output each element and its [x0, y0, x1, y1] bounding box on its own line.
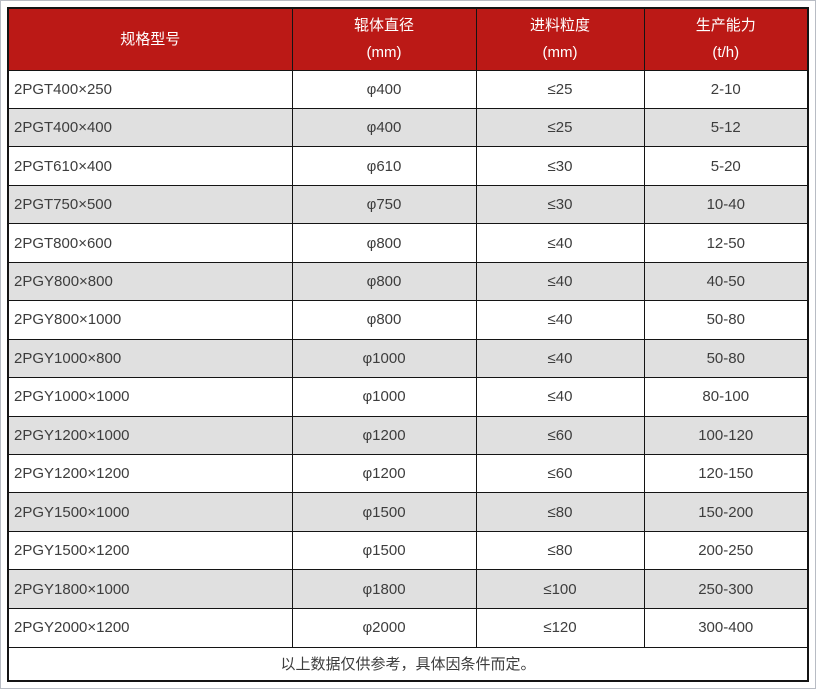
- table-row: 2PGY1200×1000 φ1200 ≤60 100-120: [7, 415, 809, 456]
- value-cell: φ1000: [291, 377, 477, 417]
- value-cell: ≤60: [475, 454, 645, 494]
- value-cell: ≤40: [475, 261, 645, 302]
- value-cell: ≤120: [475, 607, 645, 648]
- value-cell: ≤40: [475, 377, 645, 417]
- model-cell: 2PGY1000×800: [7, 338, 293, 379]
- value-cell: ≤40: [475, 338, 645, 379]
- model-cell: 2PGT400×250: [7, 69, 293, 109]
- model-cell: 2PGY1200×1000: [7, 415, 293, 456]
- model-cell: 2PGY1500×1200: [7, 530, 293, 571]
- value-cell: 5-20: [643, 146, 809, 186]
- header-row: 规格型号 辊体直径 (mm) 进料粒度 (mm) 生产能力 (t/h): [7, 7, 809, 71]
- table-row: 2PGT750×500 φ750 ≤30 10-40: [7, 184, 809, 225]
- header-label: 进料粒度: [529, 17, 590, 35]
- value-cell: 80-100: [643, 377, 809, 417]
- value-cell: φ1500: [291, 530, 477, 571]
- value-cell: φ1200: [291, 454, 477, 494]
- header-cell: 规格型号: [7, 7, 293, 71]
- value-cell: ≤80: [475, 492, 645, 532]
- header-label: 辊体直径: [353, 17, 414, 35]
- footer-note: 以上数据仅供参考，具体因条件而定。: [7, 646, 809, 682]
- model-cell: 2PGT610×400: [7, 146, 293, 186]
- value-cell: φ1800: [291, 569, 477, 609]
- value-cell: φ800: [291, 261, 477, 302]
- value-cell: 50-80: [643, 338, 809, 379]
- value-cell: φ800: [291, 223, 477, 263]
- table-row: 2PGT400×250 φ400 ≤25 2-10: [7, 69, 809, 109]
- model-cell: 2PGT800×600: [7, 223, 293, 263]
- header-unit: (mm): [542, 44, 578, 62]
- table-row: 2PGT400×400 φ400 ≤25 5-12: [7, 107, 809, 148]
- value-cell: φ1000: [291, 338, 477, 379]
- table-body: 2PGT400×250 φ400 ≤25 2-10 2PGT400×400 φ400 ≤25…: [7, 69, 809, 648]
- spec-table: 规格型号 辊体直径 (mm) 进料粒度 (mm) 生产能力 (t/h) 2PGT400×25…: [7, 7, 809, 682]
- model-cell: 2PGT400×400: [7, 107, 293, 148]
- value-cell: ≤30: [475, 184, 645, 225]
- value-cell: ≤25: [475, 69, 645, 109]
- value-cell: 200-250: [643, 530, 809, 571]
- model-cell: 2PGY800×1000: [7, 300, 293, 340]
- model-cell: 2PGT750×500: [7, 184, 293, 225]
- table-row: 2PGY800×1000 φ800 ≤40 50-80: [7, 300, 809, 340]
- table-row: 2PGY2000×1200 φ2000 ≤120 300-400: [7, 607, 809, 648]
- table-row: 2PGY1500×1200 φ1500 ≤80 200-250: [7, 530, 809, 571]
- table-row: 2PGY1800×1000 φ1800 ≤100 250-300: [7, 569, 809, 609]
- header-unit: (t/h): [712, 44, 740, 62]
- header-cell: 进料粒度 (mm): [475, 7, 645, 71]
- value-cell: 40-50: [643, 261, 809, 302]
- value-cell: 2-10: [643, 69, 809, 109]
- value-cell: 150-200: [643, 492, 809, 532]
- value-cell: φ2000: [291, 607, 477, 648]
- table-row: 2PGT800×600 φ800 ≤40 12-50: [7, 223, 809, 263]
- value-cell: φ400: [291, 69, 477, 109]
- header-unit: (mm): [366, 44, 402, 62]
- value-cell: 120-150: [643, 454, 809, 494]
- value-cell: 10-40: [643, 184, 809, 225]
- header-label: 规格型号: [120, 30, 181, 48]
- header-label: 生产能力: [695, 17, 756, 35]
- model-cell: 2PGY2000×1200: [7, 607, 293, 648]
- value-cell: ≤30: [475, 146, 645, 186]
- value-cell: φ750: [291, 184, 477, 225]
- value-cell: 50-80: [643, 300, 809, 340]
- table-row: 2PGY1200×1200 φ1200 ≤60 120-150: [7, 454, 809, 494]
- value-cell: φ1200: [291, 415, 477, 456]
- value-cell: ≤25: [475, 107, 645, 148]
- table-row: 2PGY1000×800 φ1000 ≤40 50-80: [7, 338, 809, 379]
- model-cell: 2PGY1200×1200: [7, 454, 293, 494]
- value-cell: φ610: [291, 146, 477, 186]
- value-cell: ≤80: [475, 530, 645, 571]
- model-cell: 2PGY1800×1000: [7, 569, 293, 609]
- value-cell: 250-300: [643, 569, 809, 609]
- header-cell: 辊体直径 (mm): [291, 7, 477, 71]
- value-cell: ≤40: [475, 223, 645, 263]
- table-row: 2PGY1000×1000 φ1000 ≤40 80-100: [7, 377, 809, 417]
- value-cell: ≤40: [475, 300, 645, 340]
- table-header: 规格型号 辊体直径 (mm) 进料粒度 (mm) 生产能力 (t/h): [7, 7, 809, 71]
- model-cell: 2PGY1000×1000: [7, 377, 293, 417]
- model-cell: 2PGY800×800: [7, 261, 293, 302]
- table-row: 2PGY1500×1000 φ1500 ≤80 150-200: [7, 492, 809, 532]
- header-cell: 生产能力 (t/h): [643, 7, 809, 71]
- value-cell: 12-50: [643, 223, 809, 263]
- value-cell: φ1500: [291, 492, 477, 532]
- footer-row: 以上数据仅供参考，具体因条件而定。: [7, 646, 809, 682]
- table-row: 2PGY800×800 φ800 ≤40 40-50: [7, 261, 809, 302]
- value-cell: 5-12: [643, 107, 809, 148]
- model-cell: 2PGY1500×1000: [7, 492, 293, 532]
- value-cell: ≤60: [475, 415, 645, 456]
- table-row: 2PGT610×400 φ610 ≤30 5-20: [7, 146, 809, 186]
- table-footer: 以上数据仅供参考，具体因条件而定。: [7, 646, 809, 682]
- value-cell: 300-400: [643, 607, 809, 648]
- value-cell: 100-120: [643, 415, 809, 456]
- value-cell: φ800: [291, 300, 477, 340]
- value-cell: φ400: [291, 107, 477, 148]
- value-cell: ≤100: [475, 569, 645, 609]
